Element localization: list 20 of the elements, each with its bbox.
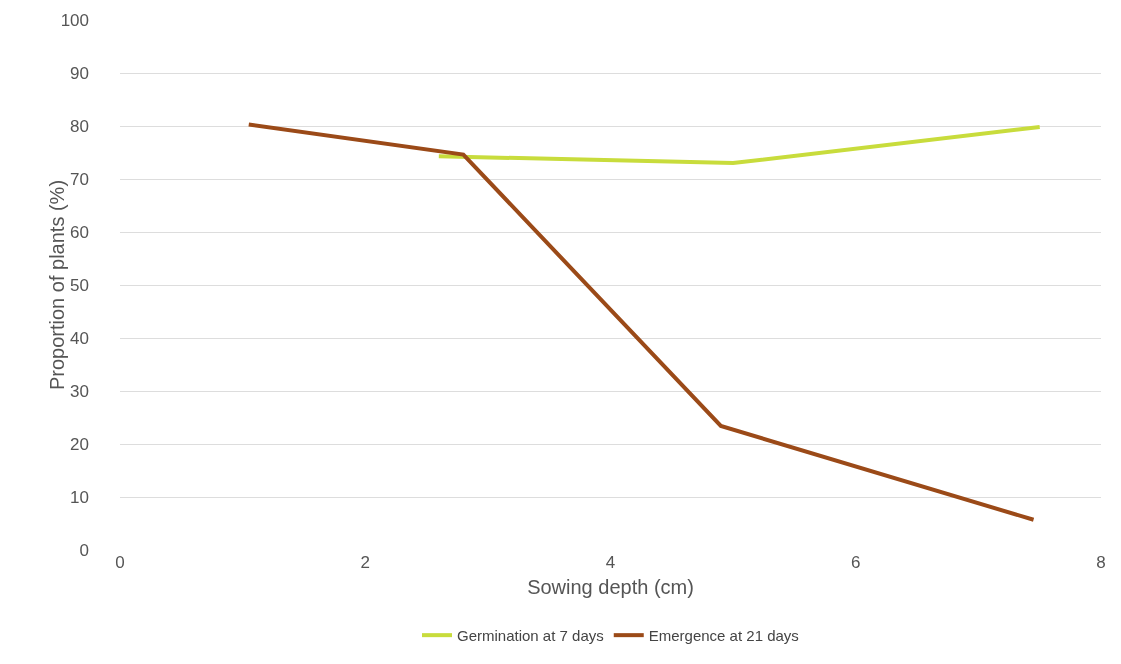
x-axis-title: Sowing depth (cm) <box>527 575 694 598</box>
y-tick-label: 90 <box>70 63 89 83</box>
line-series <box>246 122 1036 522</box>
x-tick-label: 2 <box>360 553 370 572</box>
x-tick-label: 4 <box>605 553 616 572</box>
legend-label: Emergence at 21 days <box>648 627 799 644</box>
y-tick-label: 10 <box>70 487 89 507</box>
y-tick-label: 20 <box>70 434 89 454</box>
x-tick-label: 0 <box>115 553 125 572</box>
y-tick-label: 50 <box>70 275 89 295</box>
y-tick-label: 80 <box>70 116 89 136</box>
y-tick-label: 30 <box>70 381 89 401</box>
legend-label: Germination at 7 days <box>457 627 604 644</box>
x-tick-label: 6 <box>851 553 861 572</box>
y-axis-title: Proportion of plants (%) <box>46 179 69 391</box>
y-tick-label: 40 <box>70 328 89 348</box>
y-tick-label: 100 <box>60 10 89 30</box>
x-tick-label: 8 <box>1096 553 1106 572</box>
y-tick-label: 70 <box>70 169 89 189</box>
y-tick-label: 60 <box>70 222 89 242</box>
